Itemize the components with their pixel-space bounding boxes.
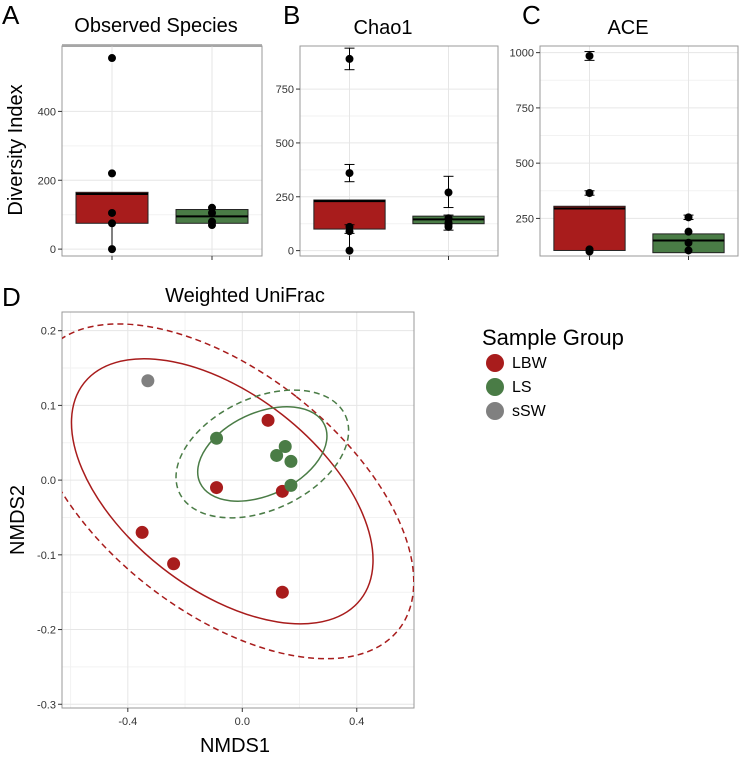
box-lbw <box>75 191 149 224</box>
legend-key-ssw <box>486 402 504 420</box>
data-point-lbw <box>210 481 224 495</box>
data-point-ls <box>684 227 693 236</box>
data-point-lbw <box>345 54 354 63</box>
panel-c-title: ACE <box>607 17 648 39</box>
panel-letter-b: B <box>283 0 300 30</box>
data-point-ls <box>270 448 284 462</box>
y-tick-label: 750 <box>276 84 294 96</box>
data-point-lbw <box>585 247 594 256</box>
data-point-lbw <box>108 169 116 178</box>
ellipse-dashed-lbw <box>62 323 414 660</box>
plot-layers: 0 200 400 0 250 500 750 250 500 750 1000 -0.4 0.0 0.4… <box>37 44 739 728</box>
y-tick-label: -0.1 <box>37 550 56 562</box>
y-tick-label: 500 <box>276 138 294 150</box>
data-point-lbw <box>135 525 149 539</box>
data-point-ls <box>444 222 453 231</box>
panel-frame <box>61 311 415 709</box>
data-point-ls <box>684 246 693 255</box>
y-tick-label: -0.3 <box>37 699 56 711</box>
y-tick-label: 0.2 <box>41 326 56 338</box>
y-tick-label: 0.1 <box>41 400 56 412</box>
data-point-ssw <box>141 374 155 388</box>
panel-frame <box>539 45 739 257</box>
y-tick-label: 0 <box>288 246 294 258</box>
data-point-lbw <box>345 169 354 178</box>
panel-b: 0 250 500 750 <box>276 45 499 260</box>
y-tick-label: 1000 <box>510 48 534 60</box>
ellipse-solid-lbw <box>70 358 374 625</box>
panel-a-title: Observed Species <box>74 15 237 37</box>
panel-b-title: Chao1 <box>354 17 413 39</box>
data-point-ls <box>278 439 292 453</box>
data-point-lbw <box>585 51 594 60</box>
ellipses <box>62 323 414 660</box>
data-point-lbw <box>108 208 116 217</box>
data-point-ls <box>684 213 693 222</box>
legend: LBW LS sSW <box>486 354 548 420</box>
panel-d-ylabel: NMDS2 <box>7 485 29 555</box>
data-point-lbw <box>108 219 116 228</box>
panel-d: -0.4 0.0 0.4 -0.3 -0.2 -0.1 0.0 0.1 0.2 <box>37 311 415 728</box>
data-point-ls <box>210 431 224 445</box>
data-point-lbw <box>585 189 594 197</box>
legend-label-ssw: sSW <box>512 403 547 420</box>
data-point-ls <box>208 208 216 217</box>
x-tick-label: 0.4 <box>349 716 364 728</box>
panel-letter-d: D <box>2 282 21 312</box>
panel-c: 250 500 750 1000 <box>510 45 739 260</box>
data-point-ls <box>284 454 298 468</box>
data-point-lbw <box>261 413 275 427</box>
data-point-lbw <box>167 557 181 571</box>
data-point-ls <box>208 221 216 230</box>
data-point-lbw <box>345 227 354 236</box>
data-point-lbw <box>108 54 116 63</box>
panel-d-title: Weighted UniFrac <box>165 285 325 307</box>
panel-letter-c: C <box>522 0 541 30</box>
y-tick-label: 0.0 <box>41 475 56 487</box>
y-tick-label: 250 <box>276 192 294 204</box>
data-point-lbw <box>108 245 116 254</box>
y-tick-label: 750 <box>516 103 534 115</box>
x-tick-label: -0.4 <box>118 716 137 728</box>
y-tick-label: 500 <box>516 158 534 170</box>
legend-label-lbw: LBW <box>512 355 548 372</box>
panel-d-xlabel: NMDS1 <box>200 735 270 757</box>
y-tick-label: 0 <box>50 244 56 256</box>
legend-label-ls: LS <box>512 379 532 396</box>
legend-title: Sample Group <box>482 325 624 350</box>
panel-a: 0 200 400 <box>38 44 263 260</box>
legend-key-ls <box>486 378 504 396</box>
ellipse-dashed-ls <box>175 389 350 519</box>
legend-key-lbw <box>486 354 504 372</box>
y-tick-label: 250 <box>516 213 534 225</box>
y-tick-label: 400 <box>38 106 56 118</box>
data-point-ls <box>284 478 298 492</box>
data-point-lbw <box>345 246 354 255</box>
panel-frame <box>61 45 263 257</box>
panel-frame <box>299 45 499 257</box>
data-point-lbw <box>275 585 289 599</box>
y-tick-label: 200 <box>38 175 56 187</box>
data-point-ls <box>684 238 693 247</box>
box-lbw <box>553 205 626 251</box>
panel-letter-a: A <box>2 0 20 30</box>
x-tick-label: 0.0 <box>235 716 250 728</box>
data-point-ls <box>444 188 453 197</box>
ellipse-solid-ls <box>196 405 328 502</box>
panel-a-ylabel: Diversity Index <box>5 84 27 215</box>
y-tick-label: -0.2 <box>37 625 56 637</box>
